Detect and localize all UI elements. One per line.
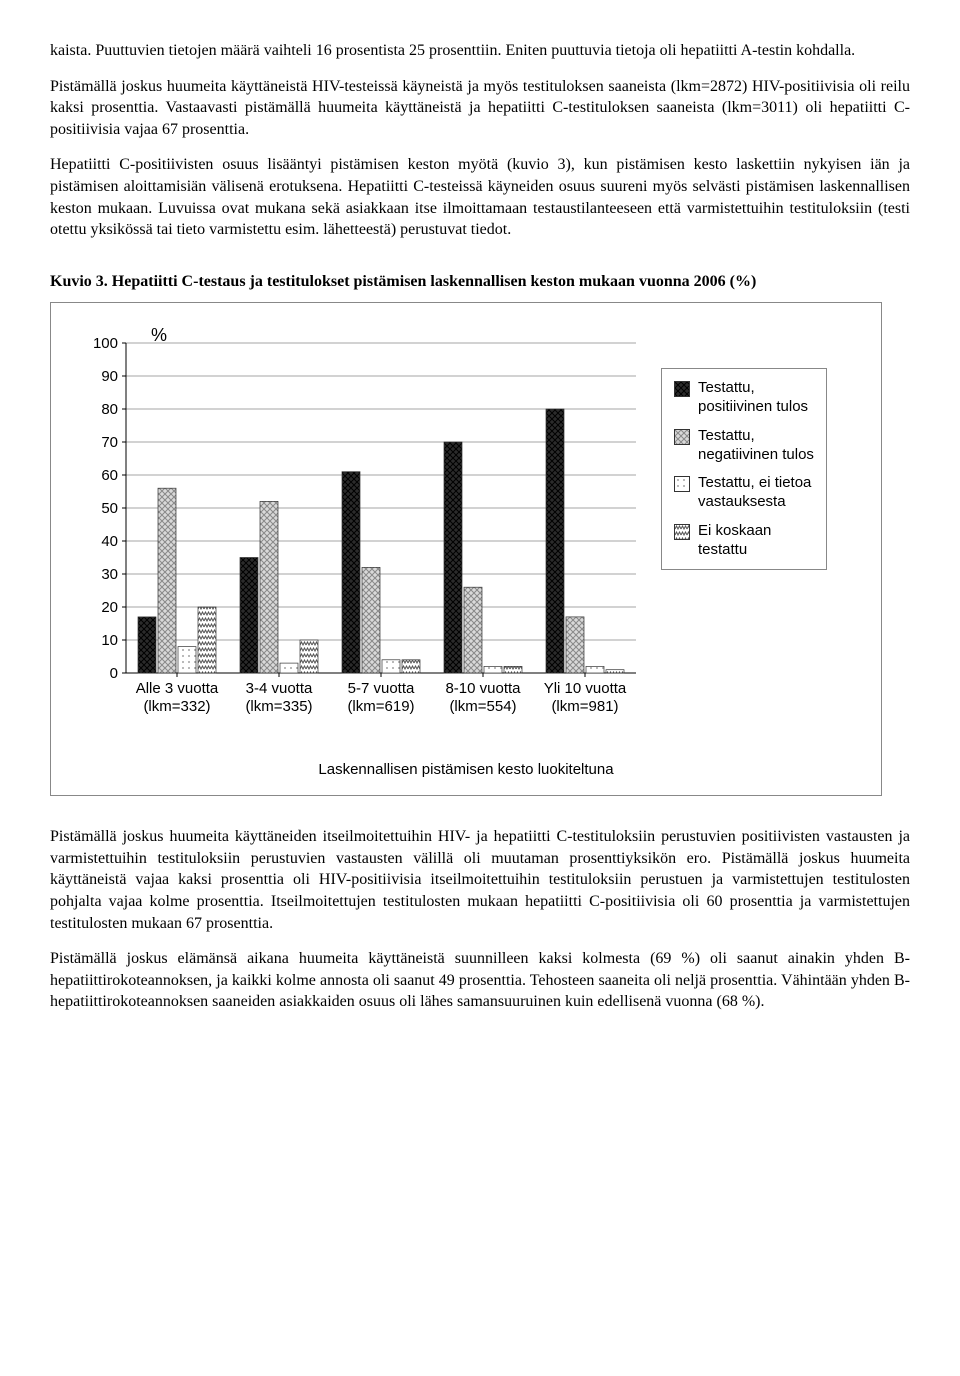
svg-text:(lkm=981): (lkm=981) (551, 698, 618, 715)
bar (178, 647, 196, 673)
bar (260, 502, 278, 674)
svg-text:70: 70 (101, 434, 118, 451)
legend-item: Ei koskaan testattu (674, 522, 814, 560)
svg-text:(lkm=619): (lkm=619) (347, 698, 414, 715)
svg-text:90: 90 (101, 368, 118, 385)
body-paragraph: Pistämällä joskus elämänsä aikana huumei… (50, 948, 910, 1013)
bar (586, 667, 604, 674)
svg-text:Alle 3 vuotta: Alle 3 vuotta (136, 680, 219, 697)
bar (484, 667, 502, 674)
bar (342, 472, 360, 673)
svg-text:20: 20 (101, 599, 118, 616)
svg-text:3-4 vuotta: 3-4 vuotta (246, 680, 313, 697)
bar (138, 617, 156, 673)
bar (402, 660, 420, 673)
bar (362, 568, 380, 674)
svg-text:30: 30 (101, 566, 118, 583)
chart-container: 0102030405060708090100%Alle 3 vuotta(lkm… (50, 302, 882, 796)
body-paragraph: kaista. Puuttuvien tietojen määrä vaihte… (50, 40, 910, 62)
svg-text:Yli 10 vuotta: Yli 10 vuotta (544, 680, 627, 697)
svg-text:(lkm=335): (lkm=335) (245, 698, 312, 715)
legend-swatch (674, 381, 690, 397)
legend-label: Ei koskaan testattu (698, 522, 814, 560)
legend-swatch (674, 429, 690, 445)
x-axis-title: Laskennallisen pistämisen kesto luokitel… (66, 760, 866, 780)
legend-swatch (674, 476, 690, 492)
bar (300, 640, 318, 673)
bar-chart: 0102030405060708090100%Alle 3 vuotta(lkm… (66, 323, 646, 743)
svg-text:(lkm=332): (lkm=332) (143, 698, 210, 715)
bar (464, 588, 482, 674)
legend-item: Testattu, negatiivinen tulos (674, 427, 814, 465)
svg-text:100: 100 (93, 335, 118, 352)
svg-text:80: 80 (101, 401, 118, 418)
figure-title: Kuvio 3. Hepatiitti C-testaus ja testitu… (50, 271, 910, 293)
svg-text:8-10 vuotta: 8-10 vuotta (445, 680, 521, 697)
bar (444, 442, 462, 673)
legend-swatch (674, 524, 690, 540)
bar (280, 663, 298, 673)
svg-text:60: 60 (101, 467, 118, 484)
svg-text:0: 0 (110, 665, 118, 682)
svg-text:5-7 vuotta: 5-7 vuotta (348, 680, 415, 697)
svg-text:40: 40 (101, 533, 118, 550)
legend-item: Testattu, ei tietoa vastauksesta (674, 474, 814, 512)
svg-text:(lkm=554): (lkm=554) (449, 698, 516, 715)
body-paragraph: Hepatiitti C-positiivisten osuus lisäänt… (50, 154, 910, 240)
legend-item: Testattu, positiivinen tulos (674, 379, 814, 417)
svg-text:50: 50 (101, 500, 118, 517)
legend-label: Testattu, ei tietoa vastauksesta (698, 474, 814, 512)
bar (198, 607, 216, 673)
bar (382, 660, 400, 673)
bar (546, 409, 564, 673)
legend-label: Testattu, negatiivinen tulos (698, 427, 814, 465)
svg-text:%: % (151, 325, 167, 345)
body-paragraph: Pistämällä joskus huumeita käyttäneistä … (50, 76, 910, 141)
legend-label: Testattu, positiivinen tulos (698, 379, 814, 417)
bar (566, 617, 584, 673)
bar (240, 558, 258, 674)
chart-legend: Testattu, positiivinen tulos Testattu, ne… (661, 368, 827, 570)
bar (606, 670, 624, 673)
body-paragraph: Pistämällä joskus huumeita käyttäneiden … (50, 826, 910, 934)
bar (158, 489, 176, 674)
svg-text:10: 10 (101, 632, 118, 649)
bar (504, 667, 522, 674)
